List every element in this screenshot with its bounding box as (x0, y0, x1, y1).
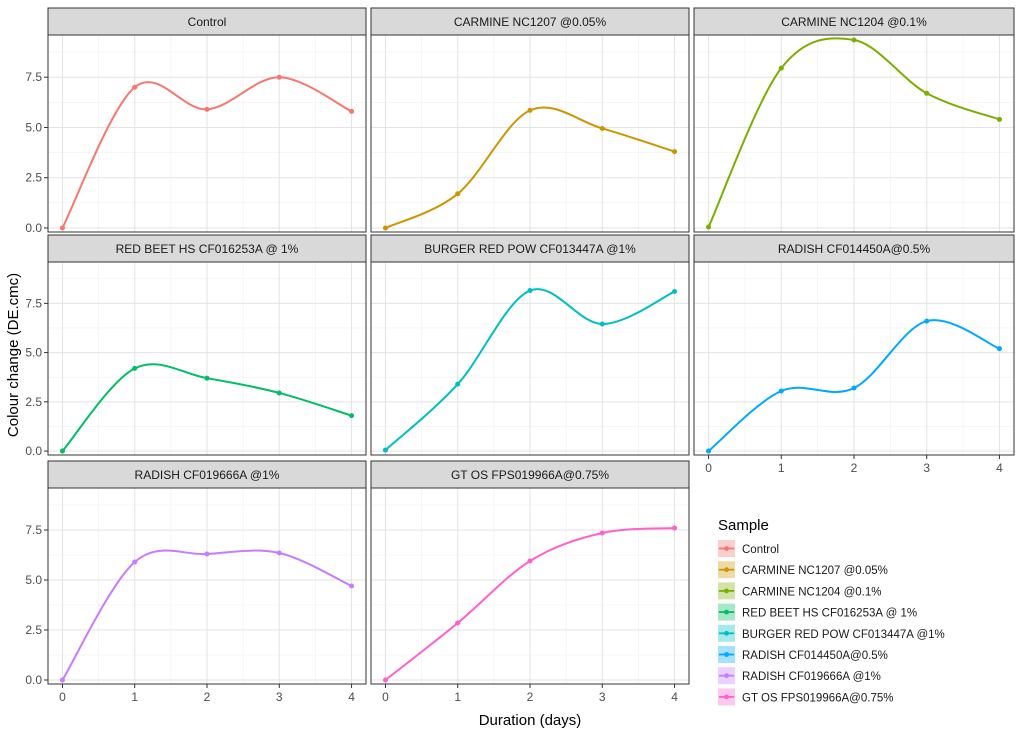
legend-key-point (724, 546, 729, 551)
facet-title: RADISH CF014450A@0.5% (778, 242, 931, 256)
legend-label: CARMINE NC1204 @0.1% (742, 586, 882, 598)
legend-key-point (724, 609, 729, 615)
legend-label: Control (742, 544, 779, 556)
y-tick-label: 7.5 (25, 296, 42, 310)
facet-strip (693, 234, 1015, 263)
facet-title: GT OS FPS019966A@0.75% (451, 468, 609, 482)
legend-label: GT OS FPS019966A@0.75% (742, 692, 893, 704)
facet-title: RED BEET HS CF016253A @ 1% (116, 242, 299, 256)
legend-item: Control (718, 540, 779, 557)
legend-item: RADISH CF014450A@0.5% (718, 646, 888, 663)
legend-item: BURGER RED POW CF013447A @1% (718, 624, 945, 642)
chart-panels: Control 0.0 2.5 5.0 7.5 CARMINE NC1207 @0.05%… (25, 7, 1015, 704)
y-tick-label: 7.5 (25, 70, 42, 84)
legend-item: RED BEET HS CF016253A @ 1% (718, 603, 917, 621)
facet-panel: GT OS FPS019966A@0.75% 0 1 2 3 4 (370, 460, 690, 704)
panel-grid (371, 35, 689, 232)
x-tick-label: 1 (131, 690, 138, 704)
facet-strip (370, 7, 690, 36)
legend-key-point (724, 652, 729, 657)
x-tick-label: 1 (454, 690, 461, 704)
panel-border (47, 34, 367, 233)
legend-item: CARMINE NC1207 @0.05% (718, 561, 888, 579)
x-tick-label: 2 (527, 690, 534, 704)
panel-border (47, 261, 367, 456)
facet-title: BURGER RED POW CF013447A @1% (424, 242, 636, 256)
facet-title: CARMINE NC1204 @0.1% (781, 15, 927, 29)
x-tick-label: 3 (599, 690, 606, 704)
facet-strip (47, 7, 367, 36)
facet-strip (370, 234, 690, 263)
facet-panel: BURGER RED POW CF013447A @1% (370, 234, 690, 456)
legend-key-point (724, 630, 729, 636)
x-tick-label: 4 (996, 461, 1003, 475)
x-tick-label: 4 (671, 690, 678, 704)
y-tick-label: 7.5 (25, 523, 42, 537)
series-line (707, 37, 1001, 228)
series-line (61, 549, 353, 681)
x-tick-label: 2 (204, 690, 211, 704)
facet-panel: RADISH CF014450A@0.5% 0 1 2 3 4 (693, 234, 1015, 475)
y-tick-label: 0.0 (25, 444, 42, 458)
legend-title: Sample (718, 517, 769, 534)
legend-key-point (724, 694, 729, 700)
facet-strip (370, 460, 690, 489)
facet-panel: Control 0.0 2.5 5.0 7.5 (25, 7, 367, 235)
y-tick-label: 2.5 (25, 395, 42, 409)
facet-panel: RADISH CF019666A @1% 0.0 2.5 5.0 7.5 0 1 2 3 4 (25, 460, 367, 704)
facet-strip (47, 460, 367, 489)
legend-key-point (724, 673, 729, 679)
x-tick-label: 0 (59, 690, 66, 704)
legend-label: BURGER RED POW CF013447A @1% (742, 629, 945, 641)
legend-item: GT OS FPS019966A@0.75% (718, 688, 893, 706)
x-tick-label: 0 (705, 461, 712, 475)
x-tick-label: 4 (348, 690, 355, 704)
legend-label: RED BEET HS CF016253A @ 1% (742, 608, 917, 620)
legend-item: CARMINE NC1204 @0.1% (718, 582, 882, 600)
y-tick-label: 5.0 (25, 346, 42, 360)
legend-key-point (724, 567, 729, 573)
y-tick-label: 2.5 (25, 171, 42, 185)
x-tick-label: 2 (851, 461, 858, 475)
panel-grid (48, 262, 366, 455)
facet-title: Control (188, 15, 227, 29)
y-tick-label: 5.0 (25, 573, 42, 587)
legend-label: RADISH CF019666A @1% (742, 671, 881, 683)
y-tick-label: 5.0 (25, 120, 42, 134)
facet-panel: CARMINE NC1204 @0.1% (693, 7, 1015, 233)
panel-border (370, 261, 690, 456)
x-tick-label: 0 (382, 690, 389, 704)
facet-title: RADISH CF019666A @1% (135, 468, 280, 482)
y-tick-label: 2.5 (25, 623, 42, 637)
facet-panel: CARMINE NC1207 @0.05% (370, 7, 690, 233)
facet-strip (693, 7, 1015, 36)
facet-panel: RED BEET HS CF016253A @ 1% 0.0 2.5 5.0 7.5 (25, 234, 367, 458)
y-tick-label: 0.0 (25, 673, 42, 687)
panel-grid (371, 488, 689, 684)
facet-title: CARMINE NC1207 @0.05% (454, 15, 607, 29)
panel-border (370, 34, 690, 233)
series-line (61, 76, 353, 229)
legend: Sample Control CARMINE NC1207 @0.05% CARMI… (718, 517, 945, 706)
facet-strip (47, 234, 367, 263)
legend-label: CARMINE NC1207 @0.05% (742, 565, 888, 577)
x-axis-label: Duration (days) (479, 712, 582, 729)
legend-key-point (724, 588, 729, 594)
series-line (61, 363, 353, 453)
x-tick-label: 3 (276, 690, 283, 704)
legend-item: RADISH CF019666A @1% (718, 667, 881, 685)
x-tick-label: 1 (778, 461, 785, 475)
panel-grid (694, 262, 1014, 455)
legend-items: Control CARMINE NC1207 @0.05% CARMINE NC12… (718, 540, 945, 706)
panel-grid (371, 262, 689, 455)
y-tick-label: 0.0 (25, 221, 42, 235)
legend-label: RADISH CF014450A@0.5% (742, 650, 888, 662)
panel-border (693, 34, 1015, 233)
y-axis-label: Colour change (DE.cmc) (5, 273, 22, 437)
panel-grid (48, 35, 366, 232)
x-tick-label: 3 (923, 461, 930, 475)
